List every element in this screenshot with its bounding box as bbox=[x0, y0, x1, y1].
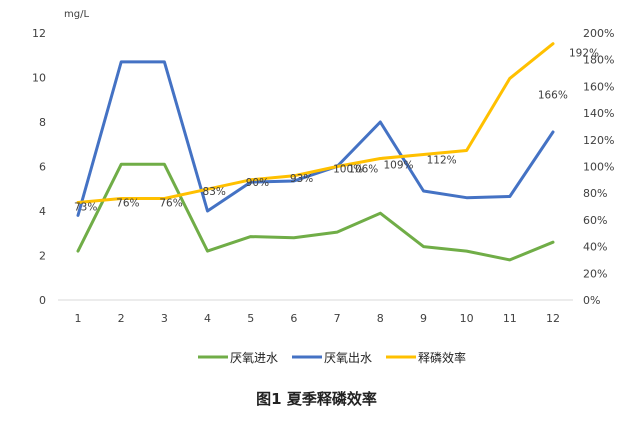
legend-label: 厌氧进水 bbox=[230, 351, 278, 365]
x-tick-label: 2 bbox=[118, 312, 125, 325]
x-tick-label: 4 bbox=[204, 312, 211, 325]
data-labels: 73% 76% 76% 83% 90% 93% 100%106% 109% 112% 166% 19… bbox=[74, 48, 599, 214]
efficiency-data-label: 83% bbox=[203, 186, 226, 198]
x-tick-label: 5 bbox=[247, 312, 254, 325]
left-tick-label: 6 bbox=[39, 161, 46, 174]
left-tick-label: 0 bbox=[39, 294, 46, 307]
right-tick-label: 60% bbox=[583, 214, 607, 227]
left-y-axis: mg/L 0 2 4 6 8 10 12 bbox=[32, 9, 89, 307]
right-tick-label: 160% bbox=[583, 80, 614, 93]
left-axis-unit: mg/L bbox=[64, 9, 89, 20]
x-tick-label: 12 bbox=[546, 312, 560, 325]
right-y-axis: 0% 20% 40% 60% 80% 100% 120% 140% 160% 180% 200% bbox=[583, 27, 614, 307]
efficiency-data-label: 90% bbox=[246, 177, 269, 189]
x-tick-label: 1 bbox=[75, 312, 82, 325]
right-tick-label: 20% bbox=[583, 267, 607, 280]
series-line-厌氧出水 bbox=[76, 60, 555, 217]
x-tick-label: 11 bbox=[503, 312, 517, 325]
left-tick-label: 10 bbox=[32, 72, 46, 85]
right-tick-label: 120% bbox=[583, 134, 614, 147]
right-tick-label: 40% bbox=[583, 241, 607, 254]
x-tick-label: 6 bbox=[290, 312, 297, 325]
x-axis: 1 2 3 4 5 6 7 8 9 10 11 12 bbox=[58, 299, 573, 325]
series-line-释磷效率 bbox=[76, 42, 555, 204]
left-tick-label: 2 bbox=[39, 250, 46, 263]
right-tick-label: 0% bbox=[583, 294, 600, 307]
efficiency-data-label: 76% bbox=[159, 198, 182, 210]
right-tick-label: 100% bbox=[583, 161, 614, 174]
right-tick-label: 200% bbox=[583, 27, 614, 40]
left-tick-label: 8 bbox=[39, 116, 46, 129]
efficiency-data-label: 73% bbox=[74, 202, 97, 214]
x-tick-label: 3 bbox=[161, 312, 168, 325]
figure-caption: 图1 夏季释磷效率 bbox=[256, 390, 377, 408]
efficiency-data-label: 93% bbox=[290, 173, 313, 185]
efficiency-data-label: 76% bbox=[116, 198, 139, 210]
left-tick-label: 4 bbox=[39, 205, 46, 218]
efficiency-data-label: 166% bbox=[538, 89, 568, 101]
x-tick-label: 8 bbox=[377, 312, 384, 325]
efficiency-data-label: 106% bbox=[348, 163, 378, 175]
efficiency-data-label: 112% bbox=[427, 154, 457, 166]
x-tick-label: 10 bbox=[460, 312, 474, 325]
legend: 厌氧进水 厌氧出水 释磷效率 bbox=[198, 350, 466, 365]
series-line-厌氧进水 bbox=[76, 162, 555, 262]
efficiency-data-label: 100% bbox=[333, 164, 363, 176]
legend-label: 释磷效率 bbox=[418, 350, 466, 365]
efficiency-data-label: 109% bbox=[383, 159, 413, 171]
left-tick-label: 12 bbox=[32, 27, 46, 40]
right-tick-label: 80% bbox=[583, 187, 607, 200]
series-lines bbox=[76, 42, 555, 262]
legend-label: 厌氧出水 bbox=[324, 351, 372, 365]
x-tick-label: 7 bbox=[334, 312, 341, 325]
right-tick-label: 180% bbox=[583, 54, 614, 67]
x-tick-label: 9 bbox=[420, 312, 427, 325]
right-tick-label: 140% bbox=[583, 107, 614, 120]
efficiency-data-label: 192% bbox=[569, 48, 599, 60]
